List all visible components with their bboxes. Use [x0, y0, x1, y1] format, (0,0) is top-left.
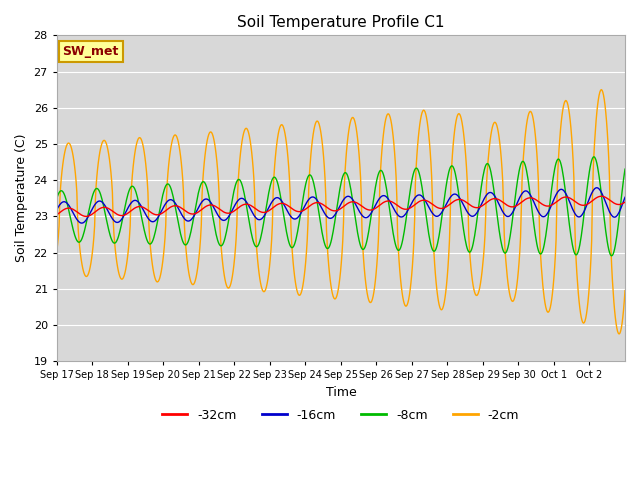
-2cm	[274, 135, 282, 141]
-16cm	[120, 212, 128, 218]
Line: -8cm: -8cm	[57, 157, 625, 256]
-8cm	[274, 180, 282, 186]
-32cm	[598, 193, 605, 199]
-8cm	[431, 247, 439, 253]
-32cm	[401, 206, 408, 212]
-16cm	[621, 194, 629, 200]
-2cm	[615, 331, 623, 337]
-16cm	[78, 220, 86, 226]
-2cm	[120, 275, 127, 280]
-32cm	[83, 214, 90, 219]
-32cm	[253, 207, 260, 213]
Text: SW_met: SW_met	[63, 45, 119, 58]
X-axis label: Time: Time	[326, 386, 356, 399]
Line: -2cm: -2cm	[57, 90, 625, 334]
-32cm	[275, 201, 282, 207]
-2cm	[53, 248, 61, 254]
Title: Soil Temperature Profile C1: Soil Temperature Profile C1	[237, 15, 445, 30]
-8cm	[252, 244, 260, 250]
-32cm	[120, 212, 128, 218]
-32cm	[225, 210, 232, 216]
-8cm	[608, 253, 616, 259]
-8cm	[399, 233, 407, 239]
-8cm	[53, 195, 61, 201]
-2cm	[598, 87, 605, 93]
-16cm	[53, 206, 61, 212]
Line: -32cm: -32cm	[57, 196, 625, 216]
-8cm	[120, 211, 127, 217]
Legend: -32cm, -16cm, -8cm, -2cm: -32cm, -16cm, -8cm, -2cm	[157, 404, 524, 427]
-16cm	[593, 185, 601, 191]
-2cm	[621, 288, 629, 293]
-16cm	[225, 214, 232, 219]
-16cm	[275, 195, 282, 201]
-16cm	[432, 213, 440, 219]
-32cm	[432, 204, 440, 210]
-32cm	[621, 199, 629, 205]
-16cm	[401, 213, 408, 218]
-2cm	[252, 237, 260, 243]
-8cm	[224, 221, 232, 227]
-8cm	[590, 154, 598, 160]
Y-axis label: Soil Temperature (C): Soil Temperature (C)	[15, 134, 28, 263]
-16cm	[253, 216, 260, 222]
-2cm	[224, 285, 232, 291]
Line: -16cm: -16cm	[57, 188, 625, 223]
-2cm	[399, 298, 407, 304]
-8cm	[621, 166, 629, 172]
-32cm	[53, 212, 61, 217]
-2cm	[431, 271, 439, 276]
